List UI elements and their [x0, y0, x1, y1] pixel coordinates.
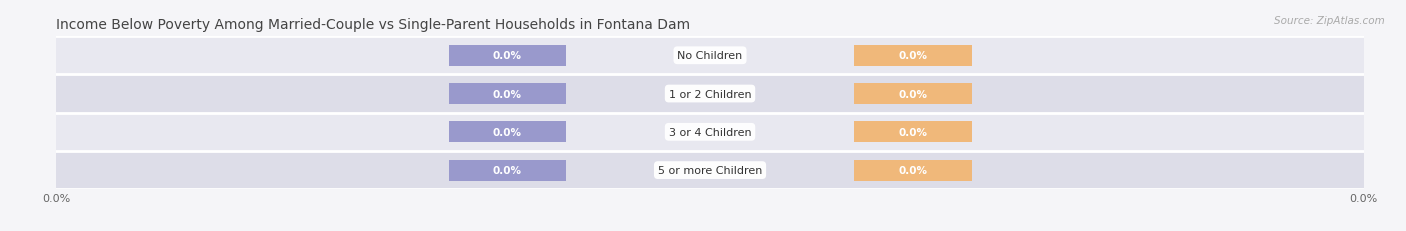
Text: 5 or more Children: 5 or more Children: [658, 165, 762, 175]
Text: 0.0%: 0.0%: [898, 51, 927, 61]
Bar: [449, 84, 567, 105]
Bar: [56, 37, 1364, 75]
Text: 0.0%: 0.0%: [494, 165, 522, 175]
Bar: [56, 151, 1364, 189]
Text: 0.0%: 0.0%: [494, 51, 522, 61]
Bar: [56, 113, 1364, 151]
Bar: [853, 122, 972, 143]
Text: No Children: No Children: [678, 51, 742, 61]
Text: Income Below Poverty Among Married-Couple vs Single-Parent Households in Fontana: Income Below Poverty Among Married-Coupl…: [56, 18, 690, 32]
Bar: [853, 160, 972, 181]
Bar: [56, 75, 1364, 113]
Bar: [449, 160, 567, 181]
Bar: [449, 122, 567, 143]
Text: 1 or 2 Children: 1 or 2 Children: [669, 89, 751, 99]
Text: 0.0%: 0.0%: [898, 89, 927, 99]
Bar: [449, 46, 567, 67]
Bar: [853, 46, 972, 67]
Text: 0.0%: 0.0%: [898, 127, 927, 137]
Text: Source: ZipAtlas.com: Source: ZipAtlas.com: [1274, 16, 1385, 26]
Text: 0.0%: 0.0%: [494, 89, 522, 99]
Text: 0.0%: 0.0%: [898, 165, 927, 175]
Text: 3 or 4 Children: 3 or 4 Children: [669, 127, 751, 137]
Bar: [853, 84, 972, 105]
Text: 0.0%: 0.0%: [494, 127, 522, 137]
